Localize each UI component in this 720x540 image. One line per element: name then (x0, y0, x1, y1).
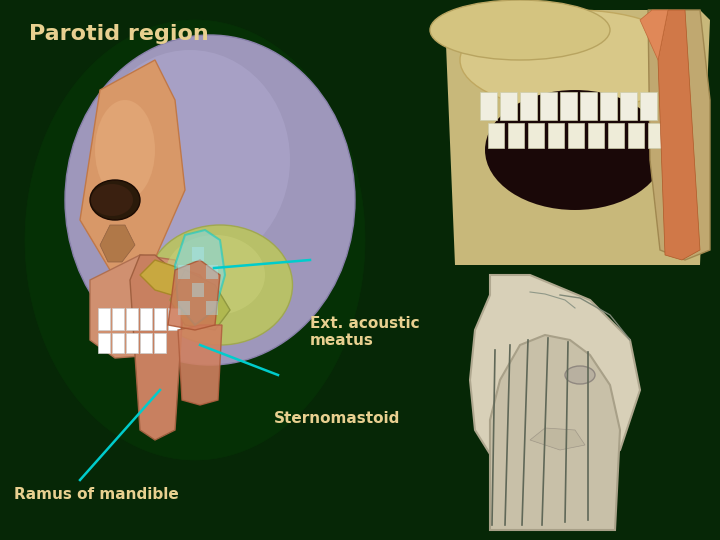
Ellipse shape (430, 0, 610, 60)
Bar (192, 247, 204, 261)
Ellipse shape (485, 90, 665, 210)
Bar (508, 123, 524, 148)
Ellipse shape (65, 35, 355, 365)
Bar (520, 92, 537, 120)
Bar (628, 123, 644, 148)
Bar (206, 265, 218, 279)
Polygon shape (640, 10, 668, 60)
Bar (648, 123, 664, 148)
Polygon shape (170, 270, 230, 330)
Bar (140, 308, 152, 330)
Bar (588, 123, 604, 148)
Bar (430, 272, 715, 532)
Bar (178, 265, 190, 279)
Bar (126, 333, 138, 353)
Bar (620, 92, 637, 120)
Ellipse shape (25, 20, 365, 460)
Polygon shape (648, 10, 710, 260)
Polygon shape (178, 325, 222, 405)
Polygon shape (168, 260, 220, 330)
Ellipse shape (90, 180, 140, 220)
Bar (168, 308, 180, 330)
Polygon shape (530, 428, 585, 450)
Bar (206, 301, 218, 315)
Polygon shape (100, 225, 135, 262)
Polygon shape (140, 260, 210, 302)
Bar (568, 123, 584, 148)
Bar (580, 92, 597, 120)
Polygon shape (445, 10, 710, 265)
Bar (154, 308, 166, 330)
Bar (560, 92, 577, 120)
Ellipse shape (148, 225, 292, 345)
Bar (660, 92, 677, 120)
Bar (178, 301, 190, 315)
Ellipse shape (95, 100, 155, 200)
Bar (98, 333, 110, 353)
Bar (126, 308, 138, 330)
Bar (154, 333, 166, 353)
Bar (430, 7, 715, 272)
Bar (600, 92, 617, 120)
Ellipse shape (91, 184, 133, 216)
Ellipse shape (90, 50, 290, 270)
Text: Parotid region: Parotid region (29, 24, 209, 44)
Bar (112, 308, 124, 330)
Bar (192, 283, 204, 297)
Text: Ext. acoustic
meatus: Ext. acoustic meatus (310, 316, 419, 348)
Bar (98, 308, 110, 330)
Bar (480, 92, 497, 120)
Bar (548, 123, 564, 148)
Bar (140, 333, 152, 353)
Polygon shape (80, 60, 185, 270)
Text: Ramus of mandible: Ramus of mandible (14, 487, 179, 502)
Polygon shape (490, 335, 620, 530)
Polygon shape (470, 275, 640, 490)
Bar (488, 123, 504, 148)
Polygon shape (130, 255, 185, 440)
Polygon shape (175, 230, 225, 325)
Bar (500, 92, 517, 120)
Bar (640, 92, 657, 120)
Bar (112, 333, 124, 353)
Bar (528, 123, 544, 148)
Ellipse shape (165, 235, 265, 315)
Text: Sternomastoid: Sternomastoid (274, 411, 400, 426)
Bar (540, 92, 557, 120)
Polygon shape (658, 10, 700, 260)
Bar (608, 123, 624, 148)
Ellipse shape (565, 366, 595, 384)
Polygon shape (90, 255, 185, 358)
Ellipse shape (460, 10, 690, 110)
